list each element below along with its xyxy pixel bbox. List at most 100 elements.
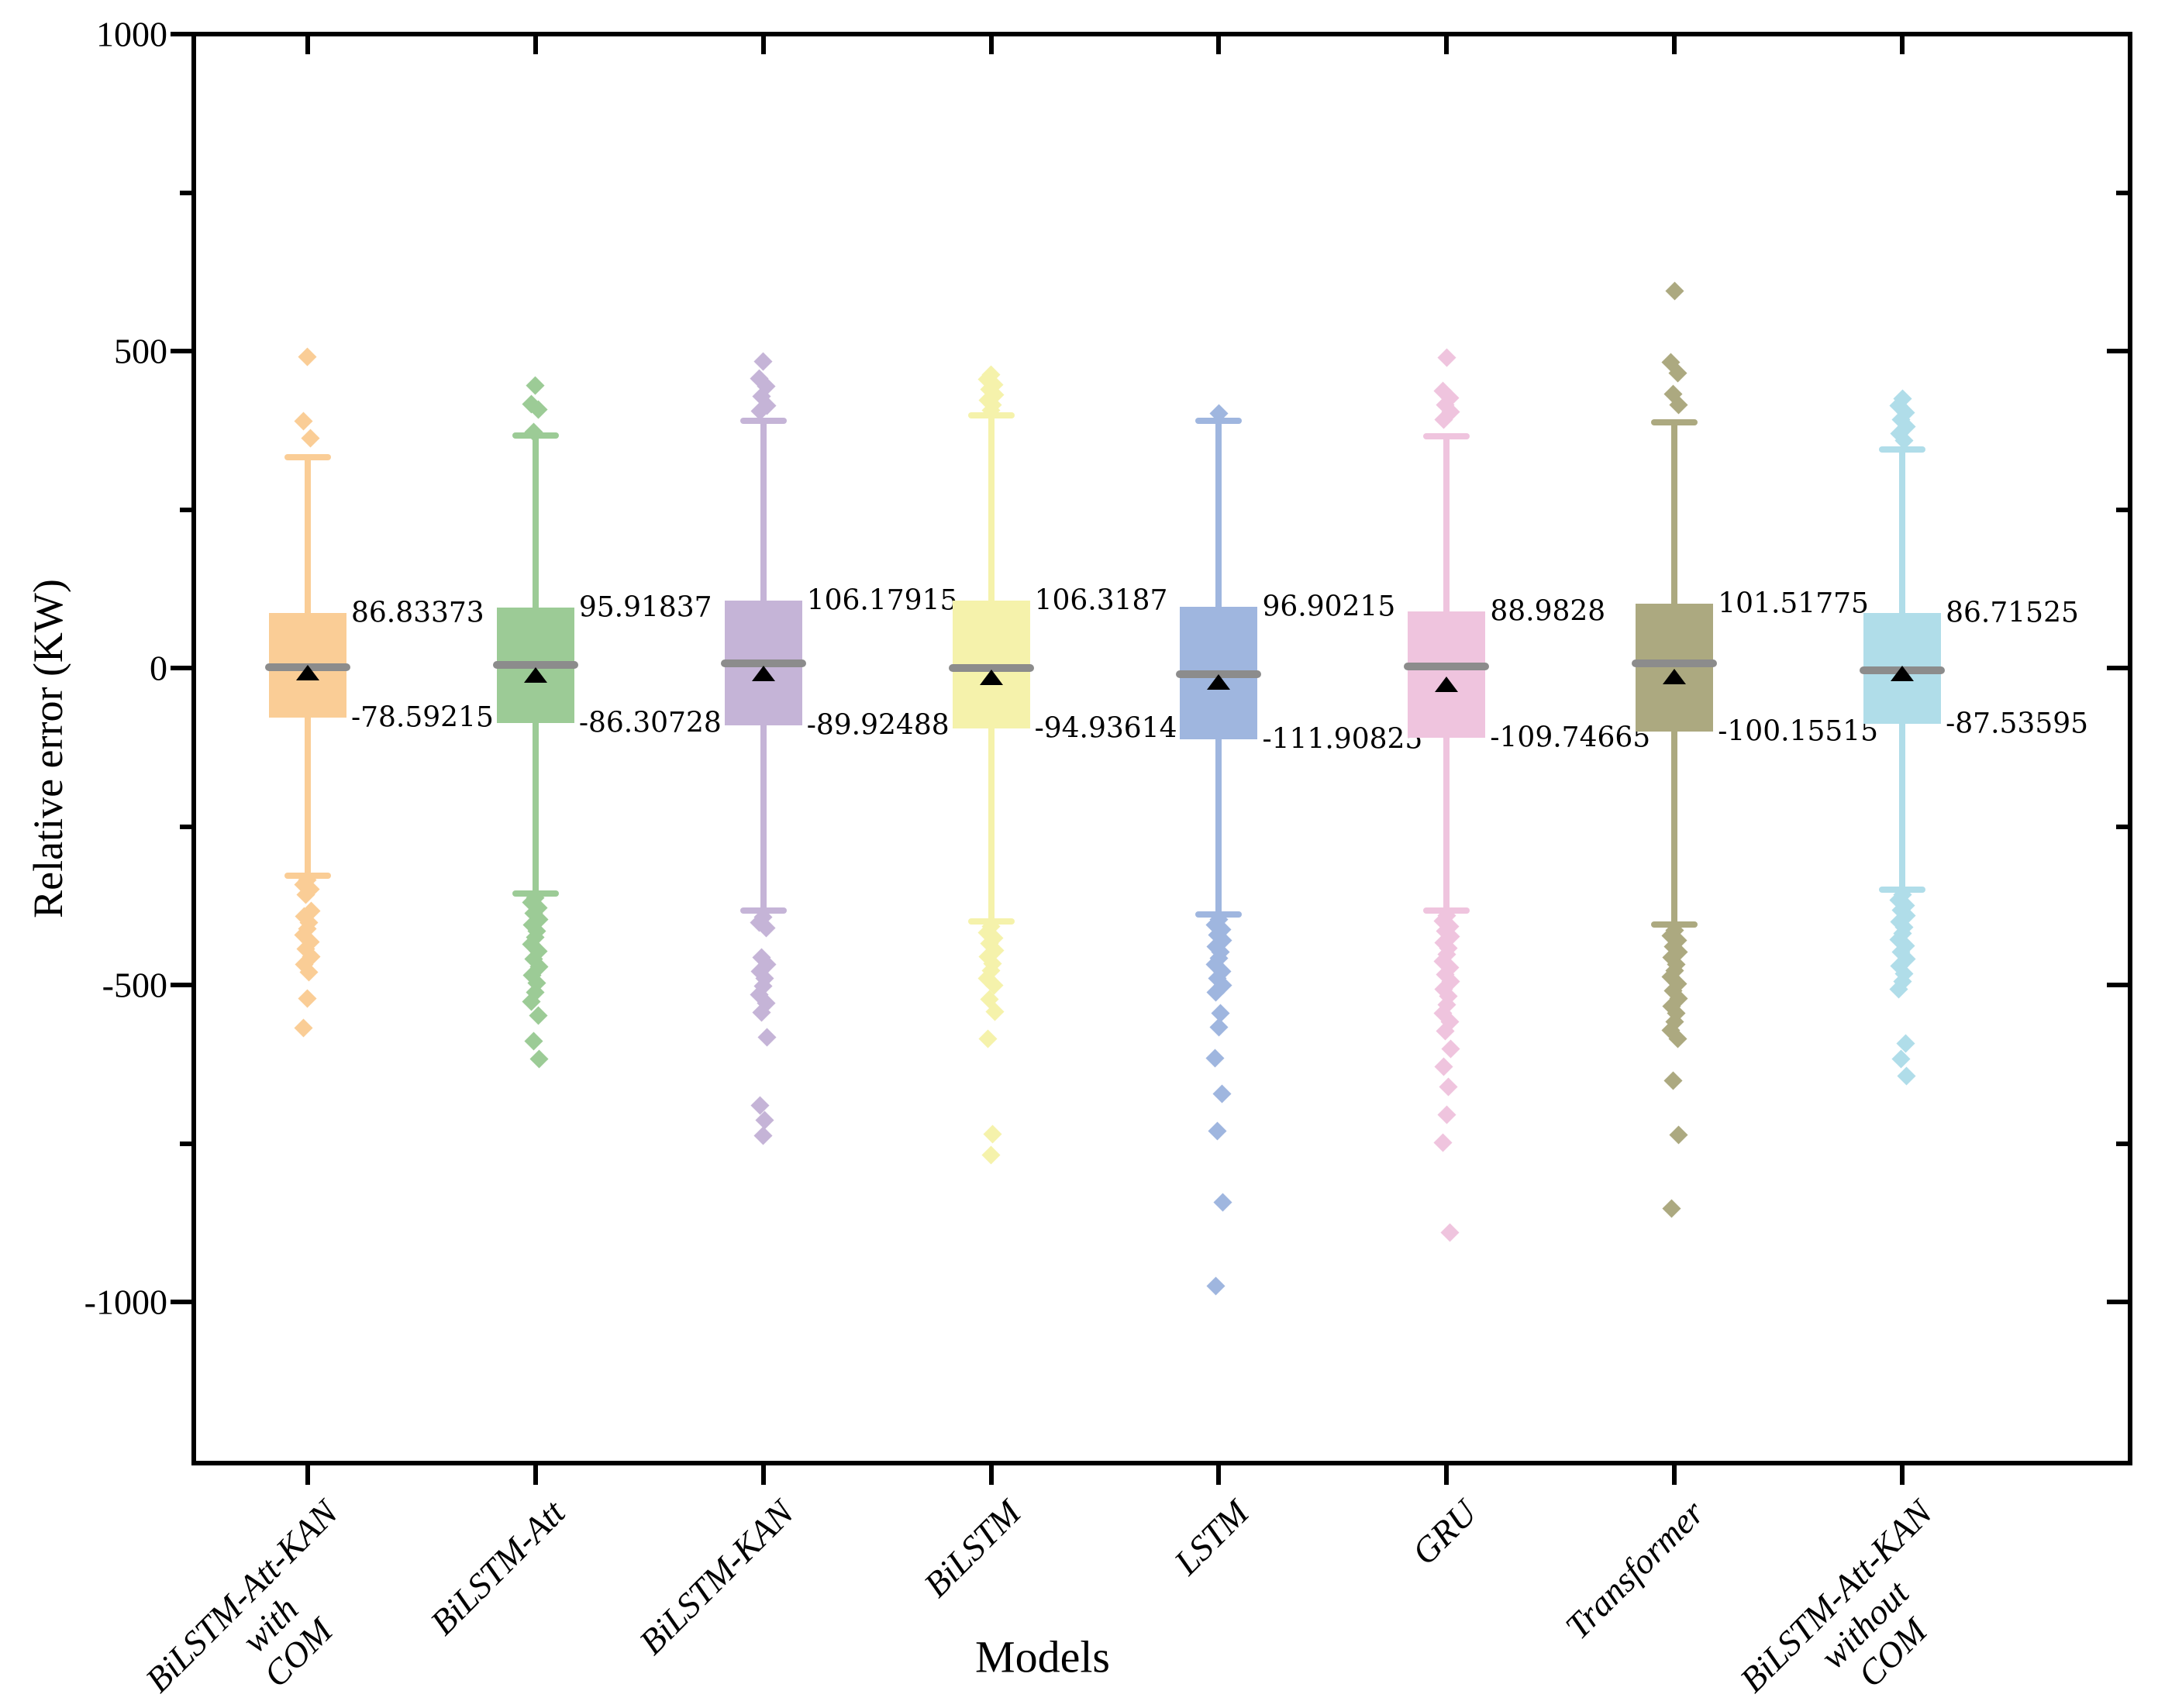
y-major-tick-mirror [2107, 983, 2129, 988]
y-major-tick-mirror [2107, 32, 2129, 36]
y-minor-tick [180, 824, 194, 829]
outlier-point [1891, 1049, 1911, 1069]
y-minor-tick-mirror [2116, 824, 2129, 829]
outlier-point [294, 412, 313, 431]
plot-border-top [191, 32, 2132, 36]
plot-border-right [2128, 32, 2132, 1465]
q1-annotation: -78.59215 [350, 701, 494, 734]
box-plot [1636, 604, 1714, 732]
q3-annotation: 101.51775 [1718, 587, 1869, 620]
x-tick-label: BiLSTM-KAN [631, 1493, 801, 1662]
x-tick-mirror [1900, 34, 1905, 54]
outlier-point [294, 1018, 313, 1038]
q3-annotation: 86.83373 [350, 597, 484, 629]
y-tick-label: -500 [102, 965, 167, 1005]
outlier-point [750, 1096, 770, 1115]
outlier-point [524, 422, 543, 442]
median-line [720, 659, 806, 667]
q1-annotation: -86.30728 [578, 707, 722, 739]
median-line [1404, 663, 1490, 671]
y-major-tick [171, 349, 194, 354]
outlier-point [298, 989, 317, 1008]
q3-annotation: 106.17915 [806, 584, 958, 617]
x-tick-mirror [760, 34, 766, 54]
y-major-tick [171, 666, 194, 671]
outlier-point [1208, 1121, 1227, 1141]
mean-marker [1207, 674, 1231, 690]
x-tick [1900, 1463, 1905, 1485]
outlier-point [1433, 1133, 1453, 1152]
outlier-point [1437, 348, 1456, 367]
y-major-tick [171, 32, 194, 36]
y-minor-tick [180, 190, 194, 195]
x-tick-mirror [988, 34, 994, 54]
x-tick [1672, 1463, 1677, 1485]
y-tick-label: 500 [114, 331, 167, 371]
outlier-point [1441, 1039, 1460, 1059]
y-tick-label: 0 [150, 648, 167, 688]
x-axis-title: Models [975, 1631, 1110, 1682]
outlier-point [1437, 1105, 1456, 1124]
q3-annotation: 95.91837 [578, 591, 712, 624]
x-tick-mirror [533, 34, 538, 54]
mean-marker [1891, 666, 1915, 682]
y-minor-tick [180, 507, 194, 512]
x-tick-mirror [1672, 34, 1677, 54]
q3-annotation: 106.3187 [1034, 584, 1168, 617]
x-tick-label: BiLSTM-Att-KAN with COM [137, 1493, 346, 1700]
mean-marker [751, 666, 775, 682]
y-major-tick [171, 1300, 194, 1305]
q1-annotation: -87.53595 [1946, 708, 2089, 740]
outlier-point [753, 1126, 773, 1145]
y-minor-tick-mirror [2116, 190, 2129, 195]
x-tick [1216, 1463, 1222, 1485]
median-line [1632, 659, 1718, 668]
y-major-tick-mirror [2107, 349, 2129, 354]
q3-annotation: 88.9828 [1490, 595, 1606, 628]
q3-annotation: 96.90215 [1262, 591, 1396, 623]
x-tick [533, 1463, 538, 1485]
y-tick-label: -1000 [84, 1282, 167, 1322]
outlier-point [753, 352, 773, 371]
outlier-point [1213, 1193, 1232, 1212]
x-tick-label: LSTM [1166, 1493, 1257, 1582]
outlier-point [1662, 1199, 1681, 1218]
q1-annotation: -94.93614 [1034, 712, 1177, 745]
mean-marker [523, 667, 547, 684]
median-line [948, 664, 1034, 673]
whisker-cap-high [1879, 446, 1926, 453]
x-tick-mirror [1444, 34, 1450, 54]
outlier-point [1663, 1071, 1683, 1090]
mean-marker [979, 670, 1003, 686]
outlier-point [1434, 1057, 1453, 1076]
outlier-point [1205, 1049, 1225, 1068]
y-major-tick [171, 983, 194, 988]
outlier-point [978, 1029, 998, 1049]
x-tick-label: BiLSTM-Att [422, 1493, 573, 1643]
outlier-point [529, 1049, 549, 1069]
y-minor-tick-mirror [2116, 507, 2129, 512]
y-tick-label: 1000 [96, 14, 167, 54]
whisker-cap-high [739, 418, 787, 425]
q1-annotation: -89.92488 [806, 709, 950, 742]
y-axis-title: Relative error (KW) [25, 579, 71, 918]
x-tick-mirror [1216, 34, 1222, 54]
y-major-tick-mirror [2107, 1300, 2129, 1305]
outlier-point [981, 1145, 1001, 1165]
mean-marker [295, 664, 319, 680]
outlier-point [1439, 1077, 1458, 1097]
outlier-point [1440, 1223, 1460, 1242]
outlier-point [757, 1028, 777, 1047]
outlier-point [1209, 1018, 1229, 1037]
outlier-point [1669, 1125, 1688, 1145]
x-tick [988, 1463, 994, 1485]
x-tick [760, 1463, 766, 1485]
outlier-point [1665, 281, 1684, 301]
y-major-tick-mirror [2107, 666, 2129, 671]
mean-marker [1435, 676, 1459, 692]
x-tick-mirror [305, 34, 310, 54]
q1-annotation: -109.74665 [1490, 721, 1651, 754]
outlier-point [1897, 1066, 1916, 1086]
plot-border-bottom [191, 1461, 2132, 1465]
